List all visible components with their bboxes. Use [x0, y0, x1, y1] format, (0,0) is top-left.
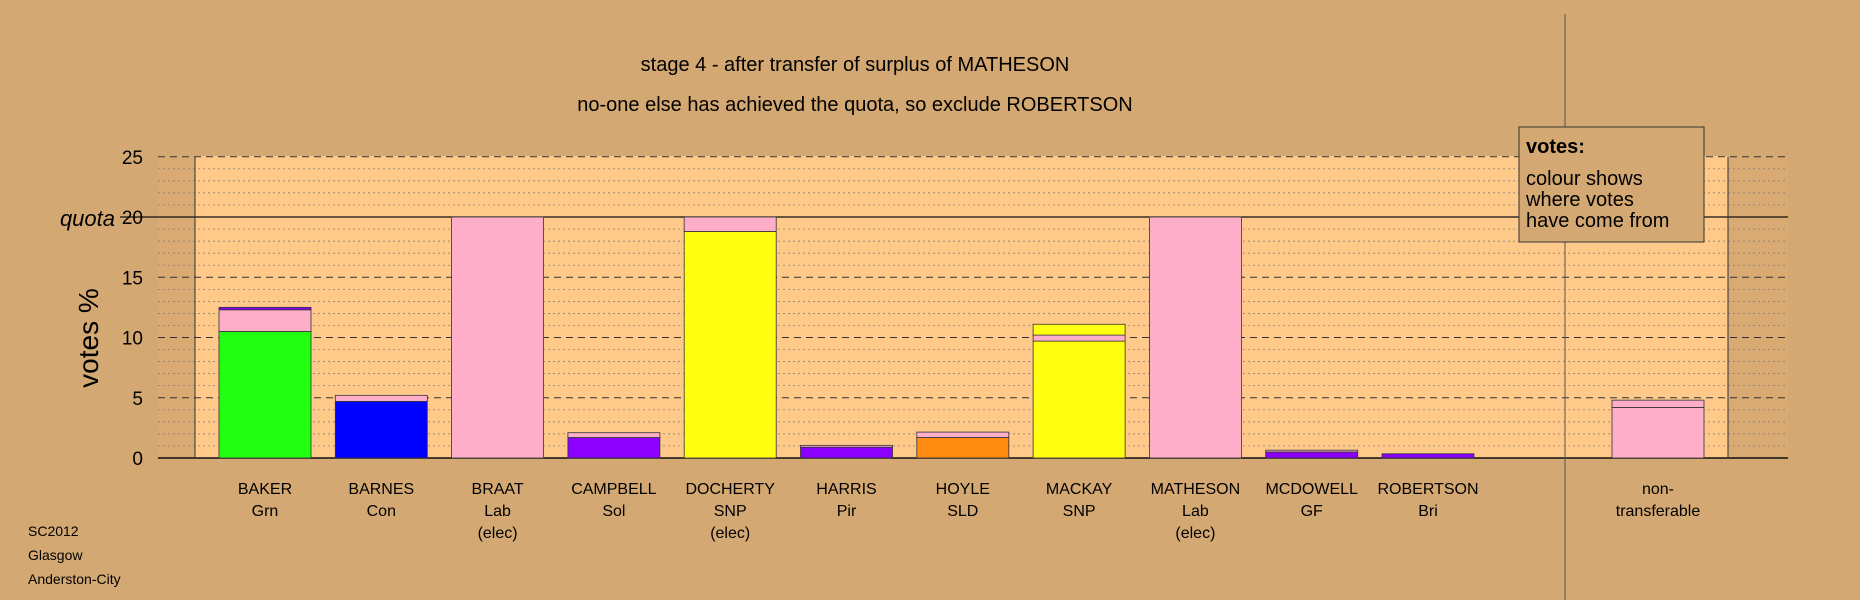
nontransferable-label: non- — [1642, 481, 1674, 498]
bar-segment — [683, 216, 777, 232]
candidate-status: (elec) — [478, 525, 518, 542]
candidate-name: BAKER — [238, 481, 292, 498]
nontransferable-bar-segment — [1611, 399, 1705, 408]
nontransferable-label: transferable — [1616, 503, 1701, 520]
bar-segment — [567, 437, 661, 459]
chart-title: stage 4 - after transfer of surplus of M… — [641, 54, 1070, 76]
candidate-name: ROBERTSON — [1377, 481, 1478, 498]
y-tick-labels: 0 5 10 15 20 25 — [122, 148, 143, 470]
bar-segment — [334, 400, 428, 459]
candidate-status: (elec) — [1175, 525, 1215, 542]
candidate-party: Grn — [252, 503, 279, 520]
election-code: SC2012 — [28, 523, 79, 539]
candidate-party: Con — [367, 503, 396, 520]
chart-subtitle: no-one else has achieved the quota, so e… — [577, 94, 1133, 116]
y-tick-label: 20 — [122, 208, 143, 229]
candidate-name: CAMPBELL — [571, 481, 656, 498]
candidate-name: MCDOWELL — [1265, 481, 1358, 498]
candidate-party: GF — [1301, 503, 1323, 520]
bar-segment — [218, 331, 312, 459]
candidate-party: SLD — [947, 503, 978, 520]
y-tick-label: 25 — [122, 148, 143, 169]
y-axis-label: votes % — [73, 288, 104, 388]
candidate-name: BARNES — [348, 481, 414, 498]
bar-segment — [567, 432, 661, 438]
candidate-name: MATHESON — [1151, 481, 1240, 498]
bar-segment — [1381, 453, 1475, 459]
candidate-status: (elec) — [710, 525, 750, 542]
candidate-party: Lab — [1182, 503, 1209, 520]
y-tick-label: 0 — [132, 449, 143, 470]
nontransferable-bar-segment — [1611, 406, 1705, 459]
bar-segment — [800, 444, 893, 448]
legend-title: votes: — [1526, 136, 1585, 158]
legend-line: colour shows — [1526, 168, 1643, 190]
candidate-party: Lab — [484, 503, 511, 520]
bar-segment — [1032, 340, 1126, 459]
bar-segment — [1149, 216, 1242, 459]
candidate-party: Sol — [602, 503, 625, 520]
candidate-name: DOCHERTY — [685, 481, 775, 498]
outer-plot-band-left — [158, 156, 195, 458]
bar-segment — [1265, 449, 1359, 453]
legend-line: where votes — [1525, 189, 1634, 211]
candidate-party: Bri — [1418, 503, 1438, 520]
legend-box — [1518, 126, 1705, 243]
bar-segment — [1032, 334, 1126, 342]
candidate-labels: BAKER Grn BARNES Con BRAAT Lab (elec) CAMPBELL S… — [238, 481, 1700, 542]
candidate-party: SNP — [714, 503, 747, 520]
bar-segment — [916, 437, 1010, 459]
bar-segment — [1265, 451, 1359, 459]
bar-segment — [800, 446, 893, 459]
y-tick-label: 5 — [132, 389, 143, 410]
plot-area-background — [195, 156, 1728, 458]
bars — [218, 216, 1705, 459]
ward-name: Anderston-City — [28, 571, 121, 587]
candidate-name: HARRIS — [816, 481, 876, 498]
legend-line: have come from — [1526, 210, 1669, 232]
candidate-name: HOYLE — [936, 481, 990, 498]
candidate-name: MACKAY — [1046, 481, 1113, 498]
legend: votes: colour shows where votes have com… — [1518, 126, 1705, 243]
bar-segment — [916, 431, 1010, 438]
quota-label: quota — [60, 206, 115, 231]
candidate-party: Pir — [837, 503, 857, 520]
candidate-name: BRAAT — [472, 481, 524, 498]
outer-plot-band-right — [1728, 156, 1788, 458]
y-tick-label: 15 — [122, 268, 143, 289]
bar-segment — [218, 306, 312, 311]
bar-segment — [1032, 323, 1126, 336]
grid-lines — [120, 156, 1788, 459]
bar-segment — [218, 309, 312, 332]
y-tick-label: 10 — [122, 329, 143, 350]
bar-segment — [451, 216, 545, 459]
bar-segment — [683, 231, 777, 459]
council-name: Glasgow — [28, 547, 83, 563]
bar-segment — [334, 394, 428, 402]
candidate-party: SNP — [1063, 503, 1096, 520]
